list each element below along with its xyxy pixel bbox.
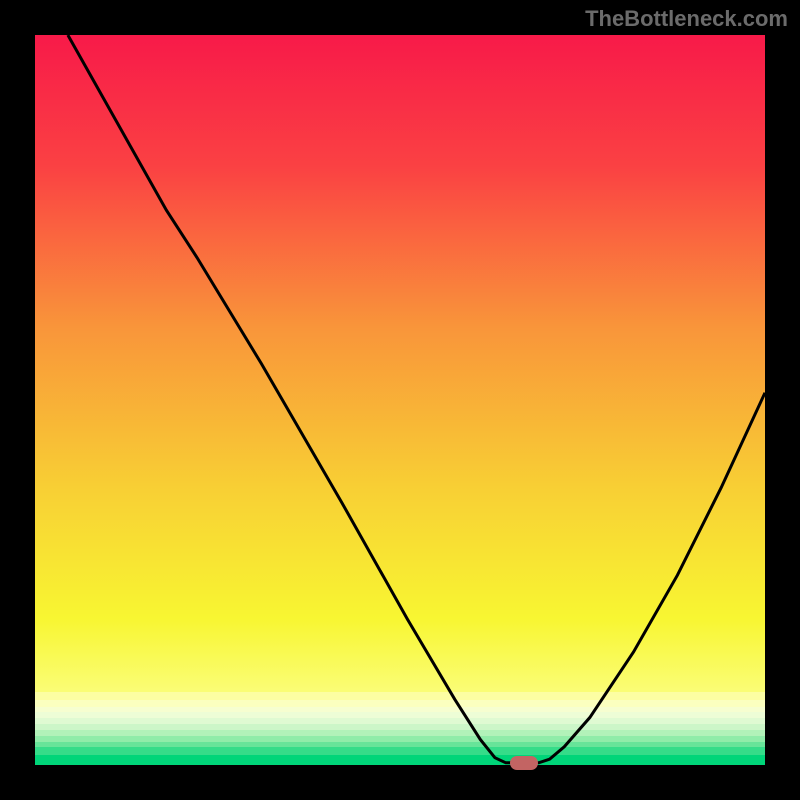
watermark-text: TheBottleneck.com — [585, 6, 788, 32]
watermark-label: TheBottleneck.com — [585, 6, 788, 31]
optimal-marker — [510, 756, 538, 770]
chart-container: TheBottleneck.com — [0, 0, 800, 800]
bottleneck-curve — [68, 35, 765, 763]
curve-overlay — [35, 35, 765, 765]
plot-area — [35, 35, 765, 765]
